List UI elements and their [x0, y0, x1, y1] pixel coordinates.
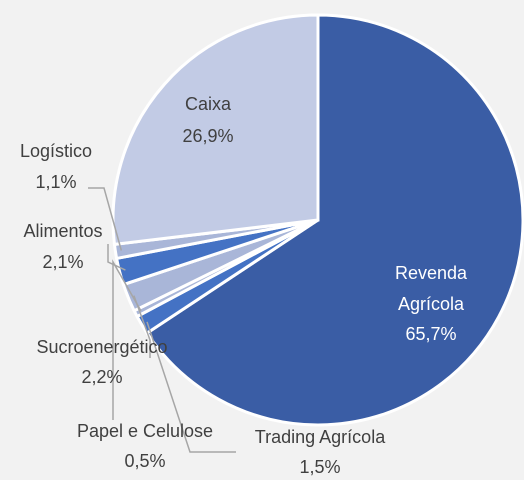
leader-line — [112, 259, 142, 420]
slice-label: Trading Agrícola — [255, 427, 386, 447]
leader-line — [88, 187, 123, 251]
slice-value-label: 2,2% — [81, 367, 122, 387]
slice-value-label: 1,1% — [35, 172, 76, 192]
slice-label: Logístico — [20, 141, 92, 161]
slice-label: Revenda Agrícola — [395, 263, 468, 314]
slice-value-label: 1,5% — [299, 457, 340, 477]
slice-value-label: 65,7% — [405, 324, 456, 344]
slice-value-label: 26,9% — [182, 126, 233, 146]
slice-label: Papel e Celulose — [77, 421, 213, 441]
leader-line — [107, 244, 126, 271]
leader-line — [133, 295, 151, 358]
slice-value-label: 0,5% — [124, 451, 165, 471]
slice-label: Alimentos — [23, 221, 102, 241]
pie-slice — [144, 13, 524, 427]
slice-value-label: 2,1% — [42, 252, 83, 272]
leader-line — [146, 321, 236, 453]
slice-label: Sucroenergético — [36, 337, 167, 357]
pie-slice — [111, 13, 320, 247]
slice-label: Caixa — [185, 94, 232, 114]
